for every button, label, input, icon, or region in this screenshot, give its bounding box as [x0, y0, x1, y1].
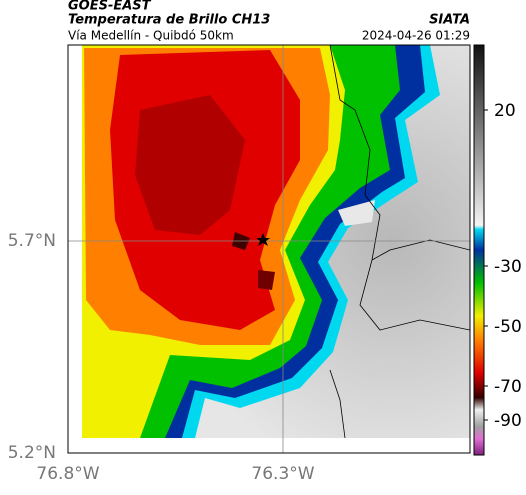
colorbar-tick-label: -50 — [494, 317, 522, 337]
satellite-image — [82, 45, 470, 438]
station-marker — [256, 233, 270, 246]
colorbar-tick-label: -30 — [494, 257, 522, 277]
colorbar-tick-label: -90 — [494, 411, 522, 431]
lon-label: 76.8°W — [36, 464, 99, 484]
datetime: 2024-04-26 01:29 — [362, 29, 470, 43]
map-frame — [67, 44, 471, 454]
agency: SIATA — [429, 13, 470, 28]
title: Temperatura de Brillo CH13 — [68, 13, 270, 28]
lat-label: 5.7°N — [8, 231, 56, 251]
subtitle: Vía Medellín - Quibdó 50km — [68, 29, 234, 43]
colorbar-ticks: 20 -30 -50 -70 -90 — [484, 101, 522, 431]
colorbar-tick-label: 20 — [494, 101, 516, 121]
colorbar — [473, 44, 485, 456]
colorbar-tick-label: -70 — [494, 377, 522, 397]
lon-label: 76.3°W — [251, 464, 314, 484]
lat-label: 5.2°N — [8, 443, 56, 463]
source: GOES-EAST — [68, 0, 152, 14]
